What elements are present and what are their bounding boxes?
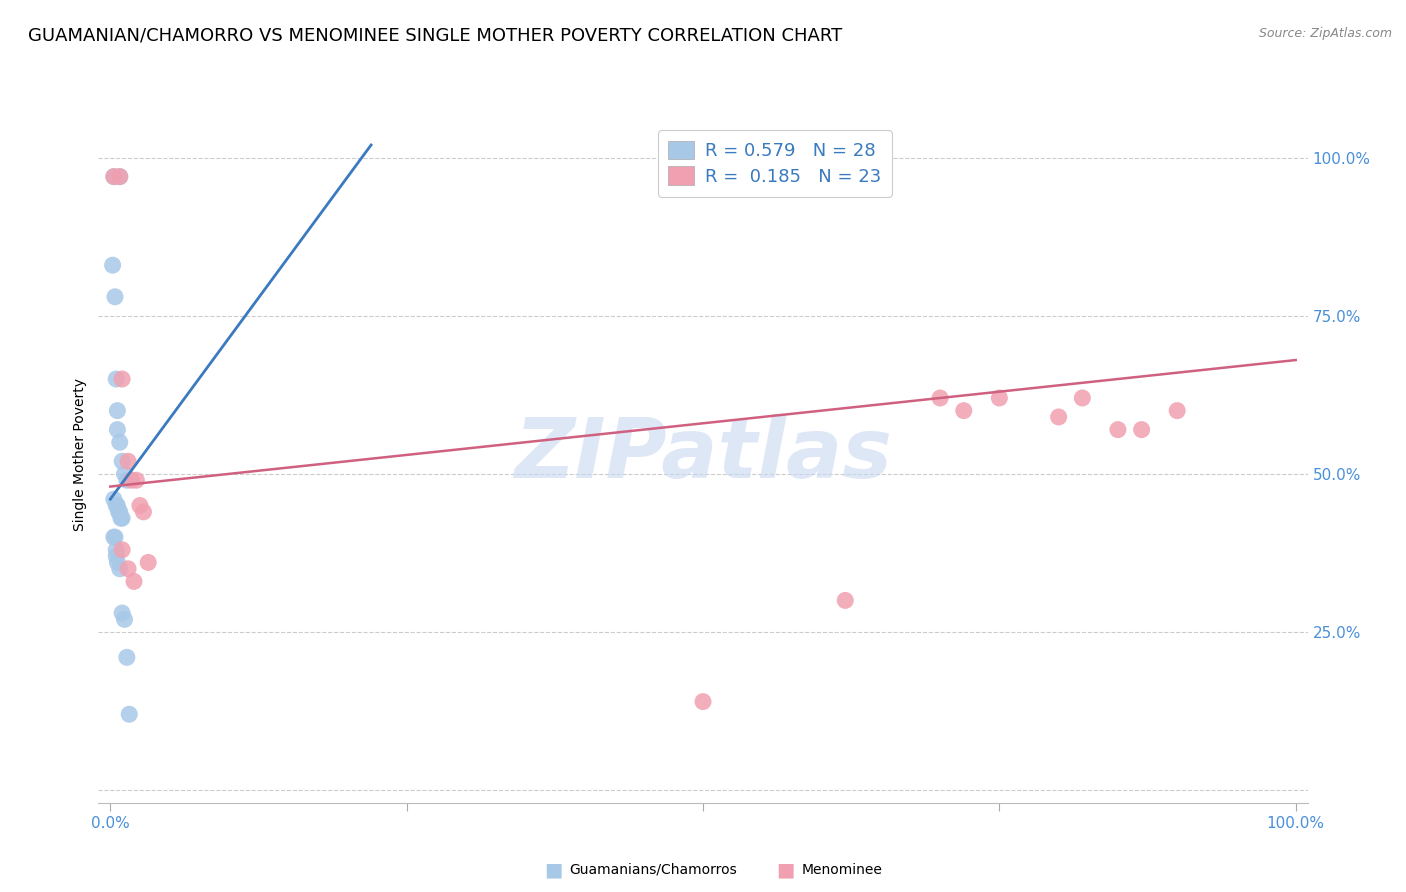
Point <box>118 707 141 722</box>
Point <box>104 530 127 544</box>
Point <box>105 403 128 417</box>
Point <box>1047 409 1070 424</box>
Point <box>108 562 131 576</box>
Text: GUAMANIAN/CHAMORRO VS MENOMINEE SINGLE MOTHER POVERTY CORRELATION CHART: GUAMANIAN/CHAMORRO VS MENOMINEE SINGLE M… <box>28 27 842 45</box>
Text: ■: ■ <box>776 860 794 880</box>
Point <box>114 467 136 481</box>
Point <box>132 505 155 519</box>
Point <box>136 556 159 570</box>
Point <box>869 163 891 178</box>
Point <box>107 505 129 519</box>
Point <box>115 650 138 665</box>
Point <box>111 606 134 620</box>
Point <box>125 473 148 487</box>
Point <box>105 549 128 563</box>
Point <box>103 492 125 507</box>
Point <box>1107 423 1129 437</box>
Point <box>108 169 131 184</box>
Point <box>834 593 856 607</box>
Point <box>108 505 131 519</box>
Point <box>114 612 136 626</box>
Point <box>1166 403 1188 417</box>
Point <box>103 530 125 544</box>
Point <box>105 372 128 386</box>
Point <box>103 169 125 184</box>
Point <box>105 499 128 513</box>
Point <box>115 473 138 487</box>
Point <box>111 454 134 468</box>
Point <box>122 574 145 589</box>
Point <box>117 454 139 468</box>
Point <box>111 372 134 386</box>
Text: ■: ■ <box>544 860 562 880</box>
Legend: R = 0.579   N = 28, R =  0.185   N = 23: R = 0.579 N = 28, R = 0.185 N = 23 <box>658 130 891 196</box>
Point <box>952 403 974 417</box>
Point <box>129 499 152 513</box>
Point <box>104 290 127 304</box>
Point <box>108 435 131 450</box>
Point <box>929 391 952 405</box>
Point <box>105 499 128 513</box>
Point <box>988 391 1011 405</box>
Point <box>108 169 131 184</box>
Point <box>105 542 128 557</box>
Text: Menominee: Menominee <box>801 863 883 877</box>
Point <box>111 542 134 557</box>
Point <box>111 511 134 525</box>
Point <box>692 695 714 709</box>
Point <box>101 258 124 272</box>
Text: Source: ZipAtlas.com: Source: ZipAtlas.com <box>1258 27 1392 40</box>
Point <box>121 473 143 487</box>
Point <box>105 556 128 570</box>
Point <box>103 169 125 184</box>
Point <box>1071 391 1094 405</box>
Y-axis label: Single Mother Poverty: Single Mother Poverty <box>73 378 87 532</box>
Point <box>110 511 132 525</box>
Point <box>1130 423 1153 437</box>
Point <box>117 562 139 576</box>
Point <box>105 423 128 437</box>
Text: Guamanians/Chamorros: Guamanians/Chamorros <box>569 863 737 877</box>
Text: ZIPatlas: ZIPatlas <box>515 415 891 495</box>
